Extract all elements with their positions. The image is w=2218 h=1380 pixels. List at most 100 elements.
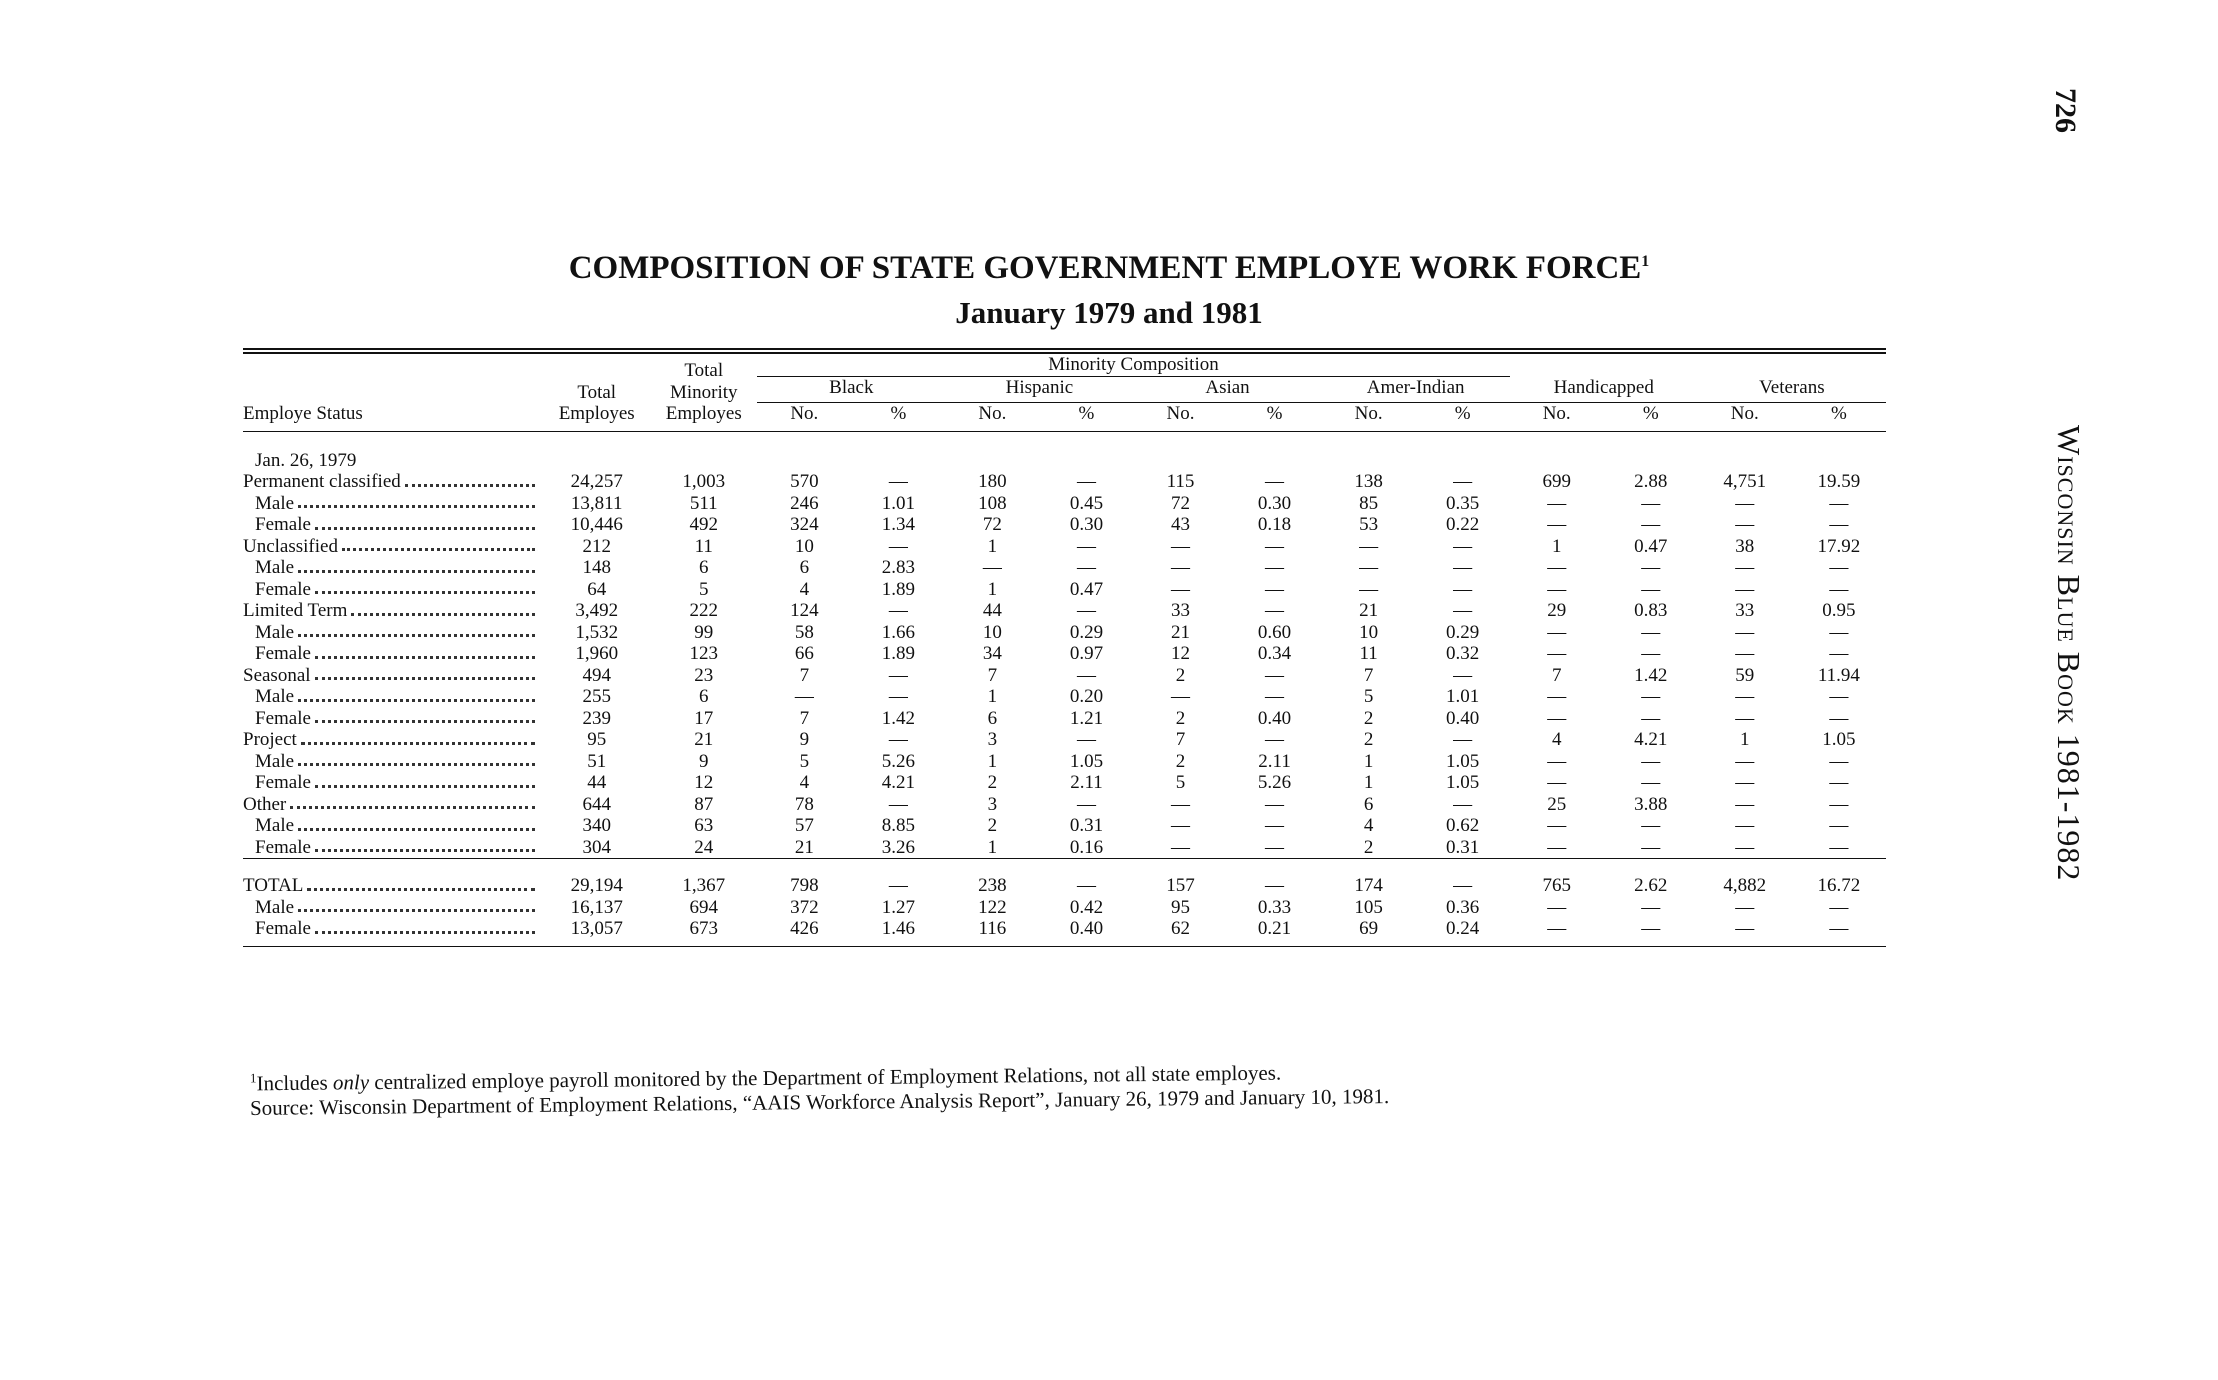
cell: — [1829,815,1849,836]
cell: 7 [799,707,810,729]
row-label-cell: Male [243,815,543,837]
cell: — [1829,578,1849,600]
cell: — [1641,686,1661,707]
row-label-cell: Unclassified [243,536,543,558]
cell: 324 [790,514,819,535]
subheader: % [1415,402,1510,432]
cell: — [1735,815,1755,836]
cell: 10 [794,535,814,557]
subheader: No. [1509,402,1604,432]
cell: 44 [982,600,1002,621]
cell: 0.62 [1446,815,1480,836]
cell: 24 [694,836,714,858]
cell: — [1359,535,1379,557]
row-label-cell: Male [243,751,543,773]
footnote-emphasis: only [332,1070,370,1095]
cell: 1.89 [881,643,915,664]
label-text: Limited Term [243,600,348,621]
leader [314,772,536,788]
row-label-cell: Female [243,579,543,601]
cell: 0.42 [1069,896,1104,918]
table-row: Female 10,446 492 324 1.34 72 0.30 43 0.18 53 0.22… [243,514,1886,536]
cell: — [1265,471,1285,492]
cell: 0.18 [1257,514,1292,535]
cell: — [1735,836,1755,858]
cell: 58 [794,621,814,643]
cell: 1.46 [851,918,946,947]
cell: — [1829,643,1849,664]
leader [298,686,536,702]
subheader: % [1039,402,1134,432]
cell: 0.60 [1257,621,1292,643]
cell: 138 [1354,471,1383,492]
cell: 0.40 [1039,918,1134,947]
label-text: Project [243,729,297,750]
cell: — [1641,492,1661,514]
cell: — [1547,686,1567,707]
row-label: Male [243,557,543,579]
cell: — [1265,815,1285,836]
cell: 95 [587,729,607,750]
label-text: Female [255,643,311,664]
group-header: Hispanic [945,376,1134,403]
cell: 180 [978,471,1007,492]
cell: 21 [694,729,714,750]
cell: 0.31 [1069,815,1104,836]
leader [314,514,536,530]
cell: — [1641,815,1661,836]
cell: 33 [1735,600,1755,621]
cell: 11 [694,535,713,557]
cell: 2.11 [1258,750,1291,772]
cell: — [1265,793,1285,815]
cell: 0.32 [1446,643,1480,664]
cell: — [1265,729,1285,750]
page-number: 726 [2049,88,2082,133]
leader [298,493,536,508]
cell: 53 [1359,514,1379,535]
subheader: No. [1321,402,1416,432]
row-label: Female [243,772,543,794]
cell: 115 [1166,471,1195,492]
cell: — [1547,750,1567,772]
row-label-cell: Male [243,686,543,708]
cell: 23 [694,664,714,686]
cell: 0.35 [1446,492,1480,514]
row-label-cell: Male [243,493,543,515]
cell: 21 [1359,600,1379,621]
cell: 24,257 [570,471,623,492]
cell: 0.30 [1257,492,1292,514]
cell: 2.11 [1070,772,1103,793]
table-row: Project 95 21 9 — 3 — 7 — 2 — 4 4.21 1 1.05 [243,729,1886,751]
cell: 5 [799,750,810,772]
row-label: Limited Term [243,600,543,622]
cell: — [1076,664,1096,686]
cell: 6 [987,707,998,729]
table-row: Seasonal 494 23 7 — 7 — 2 — 7 — 7 1.42 59 11.94 [243,665,1886,687]
table-row: Male 13,811 511 246 1.01 108 0.45 72 0.30 85 0.35 —… [243,493,1886,515]
table-row: Permanent classified 24,257 1,003 570 — 180 — 1… [243,471,1886,493]
cell: 34 [982,643,1002,664]
leader [341,536,536,551]
cell: 222 [689,600,719,621]
cell: 21 [794,836,814,858]
cell: 5 [1363,686,1374,707]
cell: 0.29 [1446,621,1480,643]
group-header: Amer-Indian [1321,376,1510,403]
table-row: Female 304 24 21 3.26 1 0.16 — — 2 0.31 — — — — [243,837,1886,859]
cell: — [1265,535,1285,557]
cell: 212 [582,535,611,557]
cell: 72 [982,514,1002,535]
table-row: Female 239 17 7 1.42 6 1.21 2 0.40 2 0.40 — — — — [243,708,1886,730]
cell: 105 [1354,896,1383,918]
cell: 1,960 [575,643,619,664]
cell: 69 [1321,918,1416,947]
cell: 13,057 [543,918,651,947]
cell: 62 [1133,918,1228,947]
row-label: Female [243,708,543,730]
table-row: Male 1,532 99 58 1.66 10 0.29 21 0.60 10 0.29 — — — — [243,622,1886,644]
row-label-cell: Female [243,918,544,947]
cell: — [1735,643,1755,664]
label-text: Female [255,772,311,793]
cell: — [1829,836,1849,858]
label-text: Male [255,896,295,918]
